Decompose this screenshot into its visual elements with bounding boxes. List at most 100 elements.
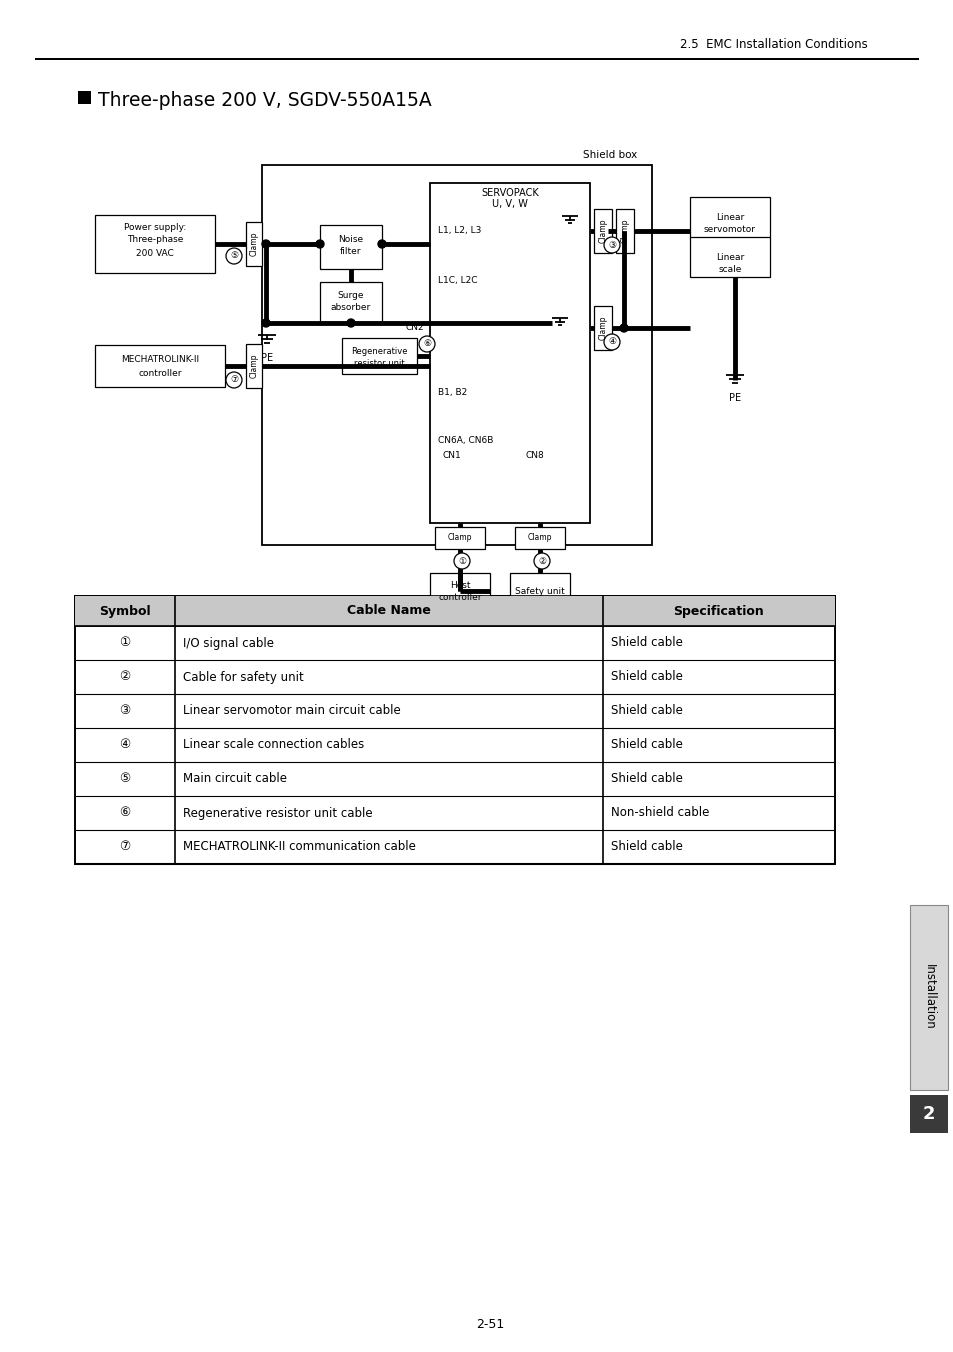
Text: Host: Host [449,581,470,591]
Text: ⑥: ⑥ [119,807,131,819]
Text: U, V, W: U, V, W [492,199,527,210]
Text: Shield cable: Shield cable [610,671,682,684]
Text: MECHATROLINK-II: MECHATROLINK-II [121,354,199,364]
Text: Three-phase: Three-phase [127,235,183,245]
Text: ④: ④ [119,738,131,752]
Text: CN2: CN2 [405,323,423,333]
Text: Main circuit cable: Main circuit cable [183,772,287,786]
Bar [319,224,381,269]
Text: Cable for safety unit: Cable for safety unit [183,671,303,684]
Bar [319,283,381,322]
Text: Clamp: Clamp [619,219,629,243]
Text: Clamp: Clamp [598,219,607,243]
Text: Clamp: Clamp [598,316,607,341]
Bar [510,573,569,608]
Circle shape [377,241,386,247]
Text: Clamp: Clamp [527,534,552,542]
Text: resistor unit: resistor unit [354,358,404,368]
Text: Power supply:: Power supply: [124,223,186,231]
Text: Regenerative resistor unit cable: Regenerative resistor unit cable [183,807,373,819]
Text: Shield cable: Shield cable [610,704,682,718]
Bar [616,210,634,253]
Text: servomotor: servomotor [703,226,755,234]
Circle shape [262,241,270,247]
Text: scale: scale [718,265,740,274]
Bar [430,573,490,608]
Bar [75,596,834,626]
Bar [430,183,589,523]
Text: L1, L2, L3: L1, L2, L3 [437,227,481,235]
Text: MECHATROLINK-II communication cable: MECHATROLINK-II communication cable [183,841,416,853]
Text: Installation: Installation [922,964,935,1030]
Text: SERVOPACK: SERVOPACK [480,188,538,197]
Circle shape [262,319,270,327]
Text: Shield cable: Shield cable [610,637,682,649]
Text: PE: PE [728,393,740,403]
Text: controller: controller [138,369,182,377]
Text: Non-shield cable: Non-shield cable [610,807,709,819]
Text: Clamp: Clamp [447,534,472,542]
Bar [78,91,91,104]
Bar [95,215,214,273]
Bar [594,306,612,350]
Text: ⑤: ⑤ [230,251,238,261]
Circle shape [226,372,242,388]
Text: 2.5  EMC Installation Conditions: 2.5 EMC Installation Conditions [679,38,867,50]
Text: Symbol: Symbol [99,604,151,618]
Text: ①: ① [457,557,466,565]
Text: ⑦: ⑦ [230,376,238,384]
Bar [35,58,918,59]
Text: ③: ③ [607,241,616,250]
Text: I/O signal cable: I/O signal cable [183,637,274,649]
Bar [246,343,262,388]
Text: Linear servomotor main circuit cable: Linear servomotor main circuit cable [183,704,400,718]
Text: Specification: Specification [673,604,763,618]
Bar [246,222,262,266]
Circle shape [603,237,619,253]
Text: PE: PE [261,353,273,362]
Text: CN1: CN1 [442,450,461,460]
Circle shape [226,247,242,264]
Text: ①: ① [119,637,131,649]
Text: ②: ② [537,557,545,565]
Bar [594,210,612,253]
Text: ②: ② [119,671,131,684]
Text: L1C, L2C: L1C, L2C [437,277,477,285]
Text: Linear: Linear [715,212,743,222]
Text: Surge: Surge [337,291,364,300]
Bar [515,527,564,549]
Text: CN8: CN8 [525,450,544,460]
Text: ④: ④ [607,338,616,346]
Circle shape [619,324,627,333]
Circle shape [315,241,324,247]
Text: Shield cable: Shield cable [610,772,682,786]
Text: Regenerative: Regenerative [351,346,407,356]
Bar [909,904,947,1090]
Circle shape [603,334,619,350]
Text: CN6A, CN6B: CN6A, CN6B [437,437,493,446]
Circle shape [418,337,435,352]
Text: 2: 2 [922,1105,934,1124]
Text: Shield cable: Shield cable [610,841,682,853]
Text: Clamp: Clamp [250,354,258,379]
Text: Linear scale connection cables: Linear scale connection cables [183,738,364,752]
Bar [341,338,416,375]
Bar [95,345,225,387]
Text: Noise: Noise [338,234,363,243]
Text: 2-51: 2-51 [476,1318,503,1332]
Text: controller: controller [437,594,481,603]
Text: absorber: absorber [331,303,371,312]
Text: ⑤: ⑤ [119,772,131,786]
Text: Linear: Linear [715,253,743,261]
Text: 200 VAC: 200 VAC [136,249,173,257]
Circle shape [347,319,355,327]
Text: Shield cable: Shield cable [610,738,682,752]
Text: ③: ③ [119,704,131,718]
Text: ⑦: ⑦ [119,841,131,853]
Text: Shield box: Shield box [582,150,637,160]
Bar [75,596,834,864]
Text: ⑥: ⑥ [422,339,431,349]
Bar [435,527,484,549]
Bar [75,596,834,626]
Bar [689,197,769,277]
